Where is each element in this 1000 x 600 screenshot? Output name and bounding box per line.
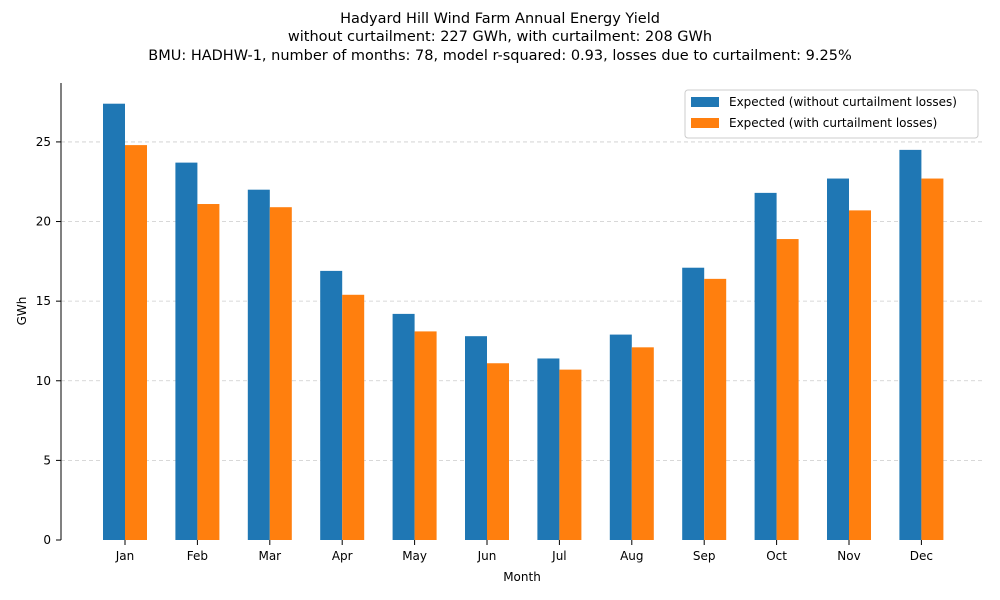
x-tick-label-dec: Dec xyxy=(910,549,933,563)
bar-without-curtailment-apr xyxy=(320,270,343,540)
bar-without-curtailment-jul xyxy=(537,358,560,540)
bar-without-curtailment-nov xyxy=(827,178,849,540)
bar-with-curtailment-may xyxy=(414,331,437,540)
y-tick-label: 0 xyxy=(43,533,51,547)
x-axis-label: Month xyxy=(503,570,541,584)
y-tick-label: 15 xyxy=(36,294,51,308)
y-axis-ticks: 0 5 10 15 20 25 xyxy=(36,135,61,547)
bar-without-curtailment-dec xyxy=(899,149,922,540)
bar-with-curtailment-jan xyxy=(125,145,147,540)
x-tick-label-sep: Sep xyxy=(693,549,716,563)
legend: Expected (without curtailment losses) Ex… xyxy=(684,89,979,139)
chart-title-line-1: Hadyard Hill Wind Farm Annual Energy Yie… xyxy=(340,11,660,27)
bar-with-curtailment-sep xyxy=(704,278,727,540)
bar-without-curtailment-oct xyxy=(754,192,777,540)
legend-swatch-without-curtailment xyxy=(691,97,719,107)
bar-with-curtailment-nov xyxy=(849,210,871,540)
x-tick-label-apr: Apr xyxy=(332,549,353,563)
bar-without-curtailment-jan xyxy=(103,103,125,540)
legend-label-with-curtailment: Expected (with curtailment losses) xyxy=(729,116,937,130)
x-tick-label-jan: Jan xyxy=(115,549,135,563)
x-tick-label-oct: Oct xyxy=(766,549,787,563)
bar-with-curtailment-apr xyxy=(342,294,365,540)
y-tick-label: 10 xyxy=(36,374,51,388)
bar-without-curtailment-jun xyxy=(465,336,487,540)
bar-with-curtailment-mar xyxy=(269,207,292,540)
bar-without-curtailment-aug xyxy=(609,334,632,540)
y-tick-label: 20 xyxy=(36,215,51,229)
chart-title-line-2: without curtailment: 227 GWh, with curta… xyxy=(288,29,712,45)
bar-with-curtailment-oct xyxy=(776,239,799,541)
x-tick-label-jun: Jun xyxy=(477,549,497,563)
bar-with-curtailment-aug xyxy=(631,347,654,540)
y-axis-label: GWh xyxy=(15,297,29,326)
legend-label-without-curtailment: Expected (without curtailment losses) xyxy=(729,95,957,109)
x-axis-ticks: Jan Feb Mar Apr May Jun Jul Aug Sep Oct Nov Dec xyxy=(115,540,933,563)
y-tick-label: 5 xyxy=(43,453,51,467)
bar-without-curtailment-sep xyxy=(682,267,705,540)
chart-title-line-3: BMU: HADHW-1, number of months: 78, mode… xyxy=(148,48,851,64)
bar-with-curtailment-jun xyxy=(487,363,509,540)
x-tick-label-jul: Jul xyxy=(551,549,566,563)
legend-swatch-with-curtailment xyxy=(691,118,719,128)
x-tick-label-nov: Nov xyxy=(837,549,860,563)
bar-with-curtailment-dec xyxy=(921,178,944,540)
legend-box xyxy=(684,89,979,139)
x-tick-label-may: May xyxy=(402,549,427,563)
chart-title: Hadyard Hill Wind Farm Annual Energy Yie… xyxy=(148,11,851,64)
bar-without-curtailment-mar xyxy=(247,189,270,541)
x-tick-label-mar: Mar xyxy=(258,549,281,563)
x-tick-label-feb: Feb xyxy=(187,549,208,563)
y-tick-label: 25 xyxy=(36,135,51,149)
bar-series xyxy=(103,103,944,541)
bar-without-curtailment-feb xyxy=(175,162,198,540)
bar-without-curtailment-may xyxy=(392,313,415,540)
bar-with-curtailment-jul xyxy=(559,369,582,540)
x-tick-label-aug: Aug xyxy=(620,549,643,563)
bar-with-curtailment-feb xyxy=(197,204,220,540)
